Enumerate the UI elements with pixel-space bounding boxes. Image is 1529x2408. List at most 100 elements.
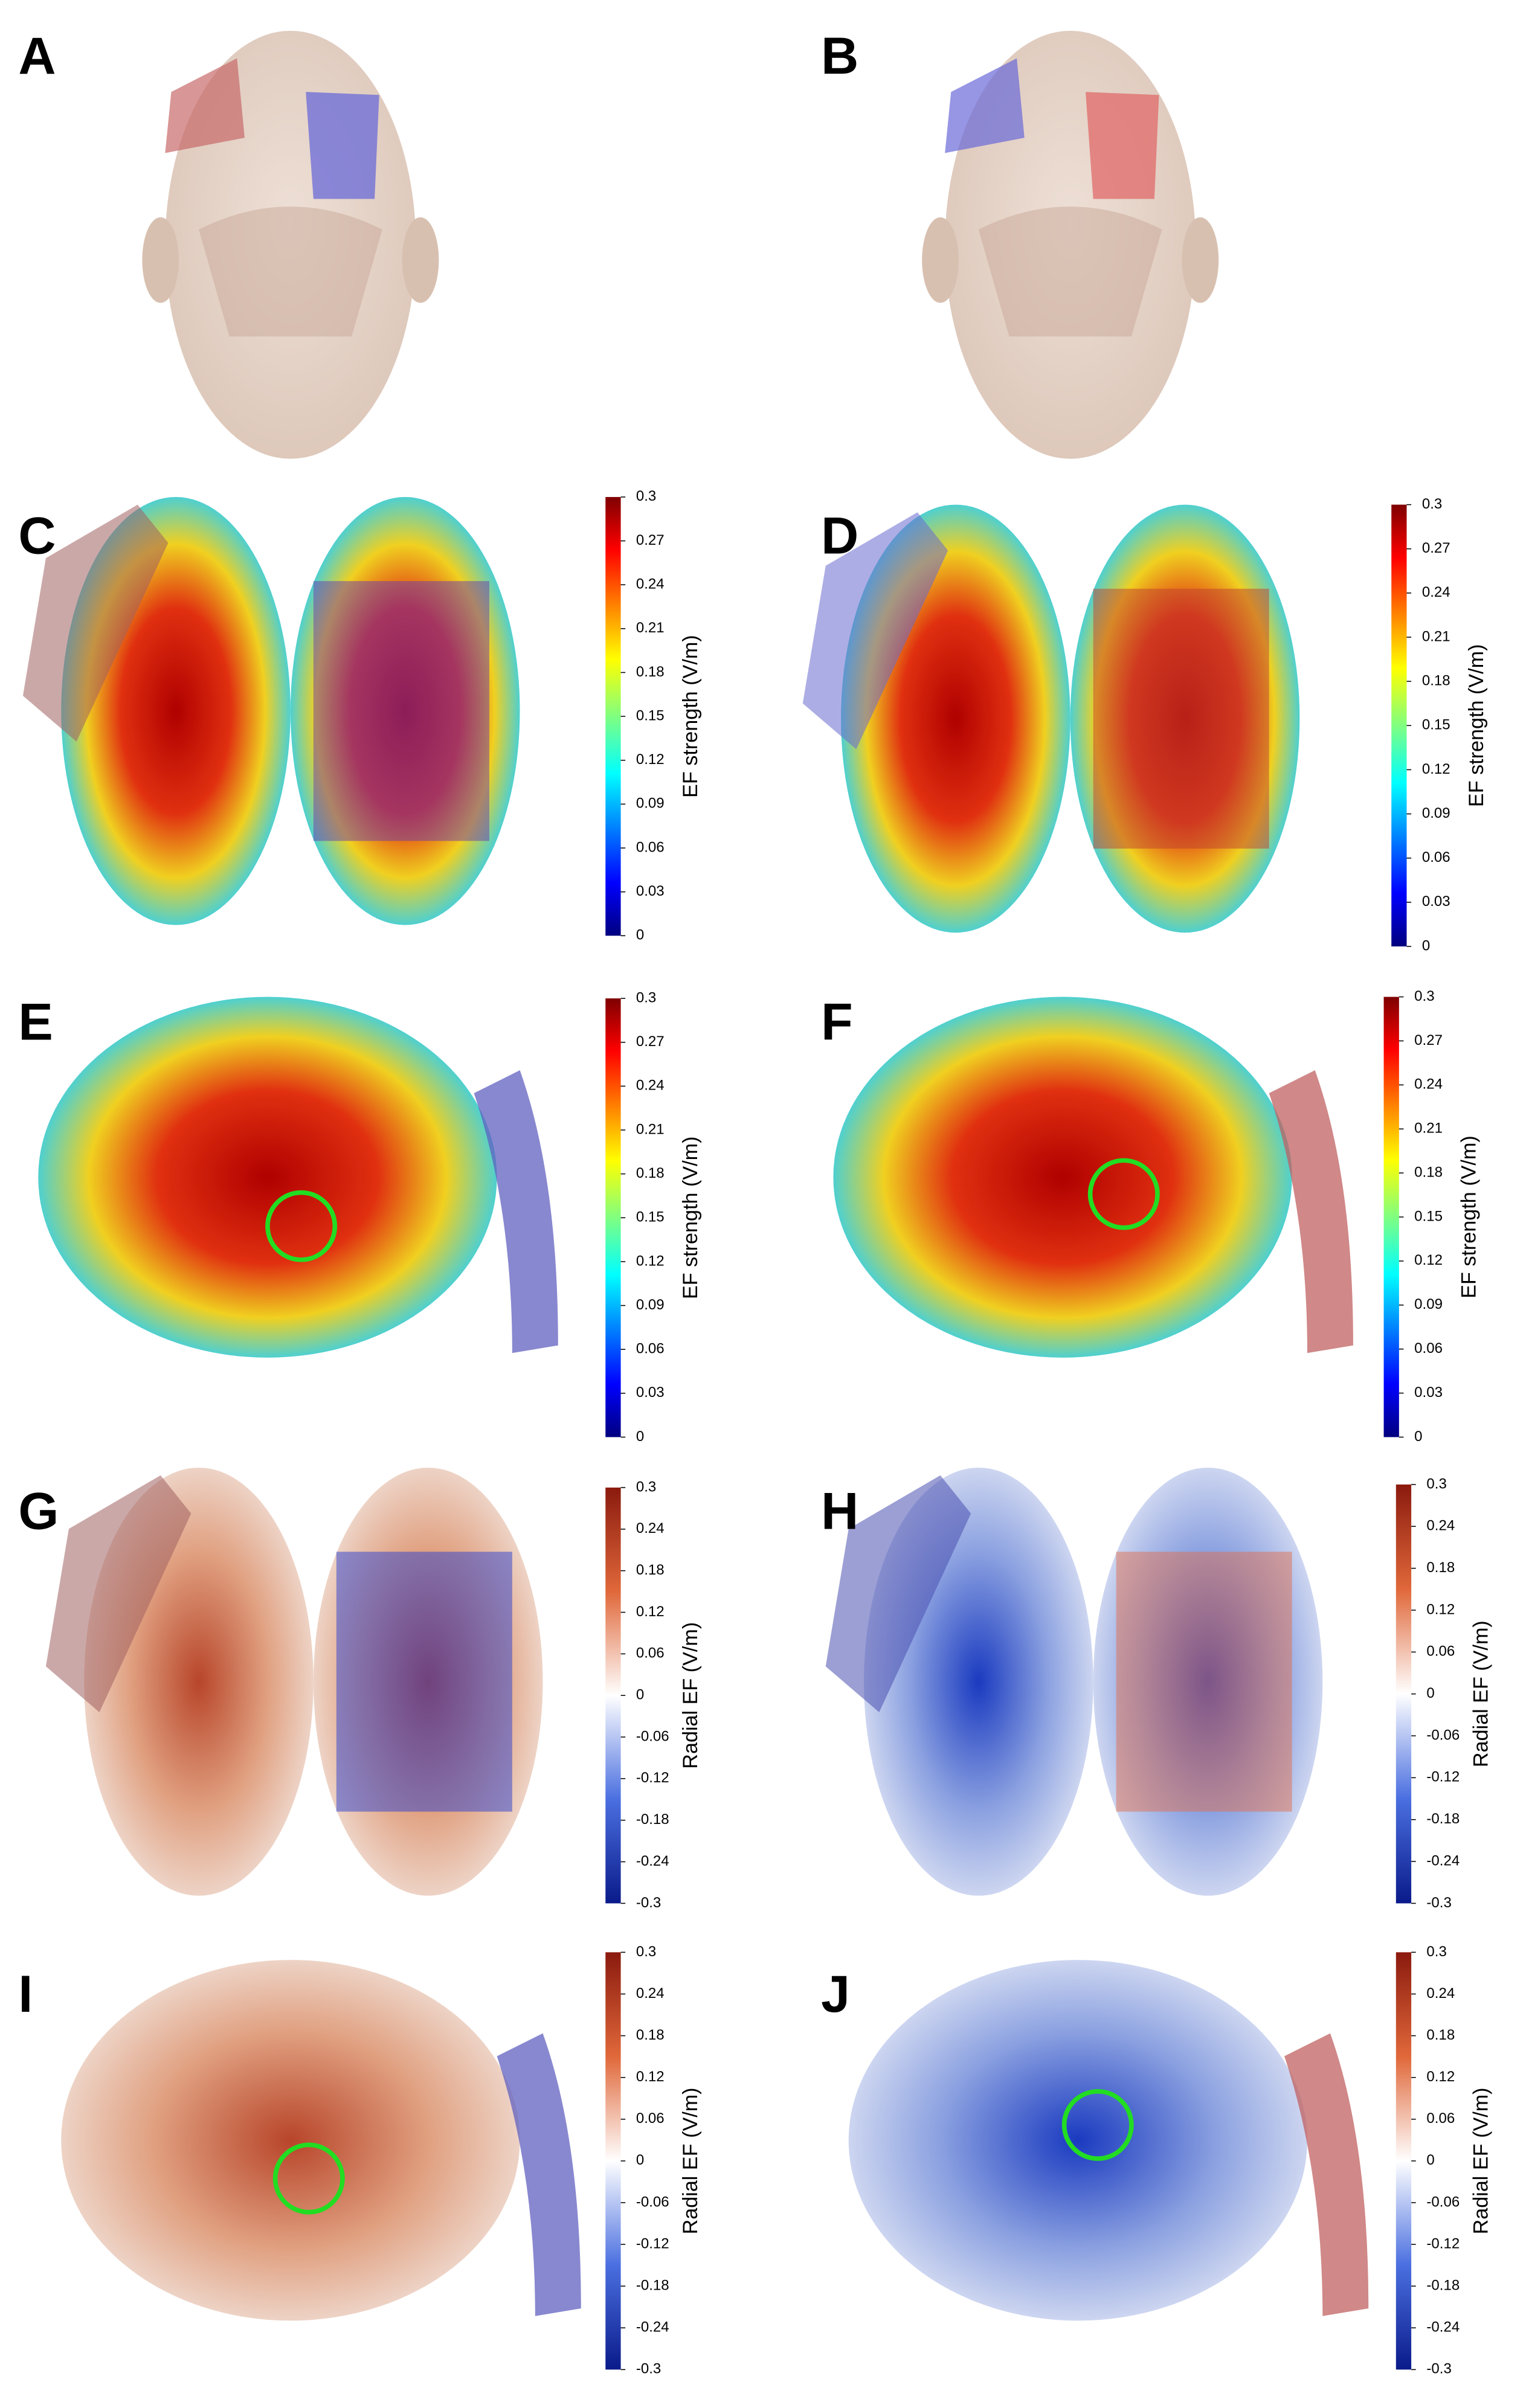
colorbar: [605, 1488, 621, 1904]
colorbar: [1395, 1952, 1412, 2370]
electrode: [825, 1475, 971, 1713]
colorbar-tick-label: 0.27: [1422, 540, 1450, 556]
colorbar-tick-label: -0.24: [1426, 2319, 1460, 2336]
target-circle: [265, 1190, 338, 1262]
colorbar-tick-label: 0.06: [1426, 2110, 1455, 2127]
panel-label: H: [821, 1482, 858, 1540]
ear: [142, 217, 179, 303]
colorbar-title: Radial EF (V/m): [1470, 1620, 1493, 1767]
colorbar: [1391, 504, 1407, 947]
colorbar-tick-label: 0.18: [636, 1165, 665, 1181]
panel: [22, 496, 520, 925]
colorbar-tick-label: 0.09: [636, 795, 665, 812]
colorbar-tick-label: -0.12: [1426, 1769, 1460, 1785]
colorbar-tick-label: 0: [636, 1428, 644, 1445]
panel: [833, 997, 1353, 1358]
colorbar-tick-label: 0.24: [636, 1985, 665, 2002]
panel-label: E: [18, 993, 53, 1051]
colorbar-tick-label: 0.03: [636, 883, 665, 899]
colorbar-tick-label: -0.12: [1426, 2235, 1460, 2252]
colorbar-tick-label: -0.3: [636, 2361, 661, 2377]
panel-label: F: [821, 993, 853, 1051]
electrode: [497, 2033, 581, 2316]
colorbar-tick-label: -0.06: [1426, 2194, 1460, 2210]
colorbar-tick-label: 0: [1414, 1428, 1422, 1445]
electrode: [802, 512, 948, 750]
panel: [61, 1960, 581, 2321]
colorbar-tick-label: 0.12: [1422, 761, 1450, 777]
electrode: [1116, 1552, 1292, 1812]
electrode: [336, 1552, 512, 1812]
brain: [38, 997, 497, 1358]
panel-label: C: [18, 507, 56, 565]
panel-label: D: [821, 507, 858, 565]
brain: [848, 1960, 1308, 2321]
colorbar-tick-label: 0.09: [636, 1297, 665, 1313]
colorbar-tick-label: -0.12: [636, 2235, 669, 2252]
colorbar-tick-label: 0.09: [1422, 805, 1450, 821]
colorbar-title: EF strength (V/m): [679, 1137, 702, 1300]
colorbar-tick-label: 0.27: [1414, 1032, 1443, 1048]
colorbar-tick-label: 0.3: [1422, 496, 1442, 512]
colorbar-tick-label: 0.18: [636, 664, 665, 680]
electrode: [1284, 2033, 1369, 2316]
colorbar-tick-label: 0: [1422, 937, 1430, 954]
colorbar-tick-label: 0.06: [1414, 1340, 1443, 1357]
colorbar-tick-label: -0.3: [1426, 1895, 1451, 1911]
electrode: [945, 58, 1025, 153]
colorbar: [1395, 1484, 1412, 1904]
electrode: [1093, 588, 1269, 849]
colorbar: [605, 1952, 621, 2370]
colorbar: [605, 496, 621, 936]
colorbar-tick-label: 0.06: [636, 839, 665, 855]
colorbar-title: Radial EF (V/m): [1470, 2087, 1493, 2234]
panel: [142, 30, 439, 459]
colorbar-tick-label: 0.24: [1426, 1985, 1455, 2002]
brain: [61, 1960, 520, 2321]
colorbar-tick-label: 0.06: [1426, 1643, 1455, 1660]
colorbar-tick-label: 0.21: [1414, 1120, 1443, 1137]
colorbar-tick-label: 0.27: [636, 532, 665, 548]
colorbar-tick-label: 0.21: [636, 620, 665, 636]
electrode: [22, 504, 169, 742]
colorbar-tick-label: -0.06: [636, 2194, 669, 2210]
colorbar-tick-label: 0.03: [1422, 893, 1450, 910]
colorbar-tick-label: 0.18: [1426, 1559, 1455, 1576]
colorbar-title: EF strength (V/m): [1465, 644, 1488, 807]
panel-label: G: [18, 1482, 59, 1540]
colorbar-title: EF strength (V/m): [1457, 1135, 1480, 1299]
colorbar: [605, 998, 621, 1437]
colorbar-tick-label: 0.12: [636, 751, 665, 768]
colorbar-title: Radial EF (V/m): [679, 1622, 702, 1769]
electrode: [45, 1475, 192, 1713]
ear: [402, 217, 439, 303]
panel-label: I: [18, 1965, 33, 2023]
panel: [802, 504, 1300, 933]
panel: [38, 997, 558, 1358]
skull-shade: [199, 207, 382, 337]
electrode: [306, 92, 379, 199]
colorbar-tick-label: 0.15: [1422, 717, 1450, 733]
colorbar-tick-label: 0: [636, 1687, 644, 1703]
ear: [922, 217, 959, 303]
colorbar-tick-label: 0: [636, 2152, 644, 2168]
electrode: [165, 58, 245, 153]
colorbar-tick-label: 0.18: [636, 1562, 665, 1578]
electrode: [313, 581, 489, 841]
colorbar-tick-label: 0.12: [1426, 2069, 1455, 2085]
colorbar-tick-label: 0.21: [636, 1121, 665, 1137]
colorbar-tick-label: -0.3: [1426, 2361, 1451, 2377]
colorbar: [1383, 997, 1399, 1437]
colorbar-tick-label: 0.03: [636, 1384, 665, 1401]
colorbar-tick-label: -0.12: [636, 1770, 669, 1786]
skull-shade: [978, 207, 1162, 337]
colorbar-tick-label: 0.06: [636, 2110, 665, 2127]
panel: [45, 1468, 543, 1896]
colorbar-tick-label: 0.12: [636, 1604, 665, 1620]
colorbar-tick-label: -0.06: [1426, 1727, 1460, 1743]
colorbar-title: Radial EF (V/m): [679, 2087, 702, 2234]
colorbar-tick-label: -0.18: [1426, 2278, 1460, 2294]
target-circle: [1061, 2089, 1134, 2161]
panel-label: J: [821, 1965, 850, 2023]
panel-label: B: [821, 27, 858, 85]
